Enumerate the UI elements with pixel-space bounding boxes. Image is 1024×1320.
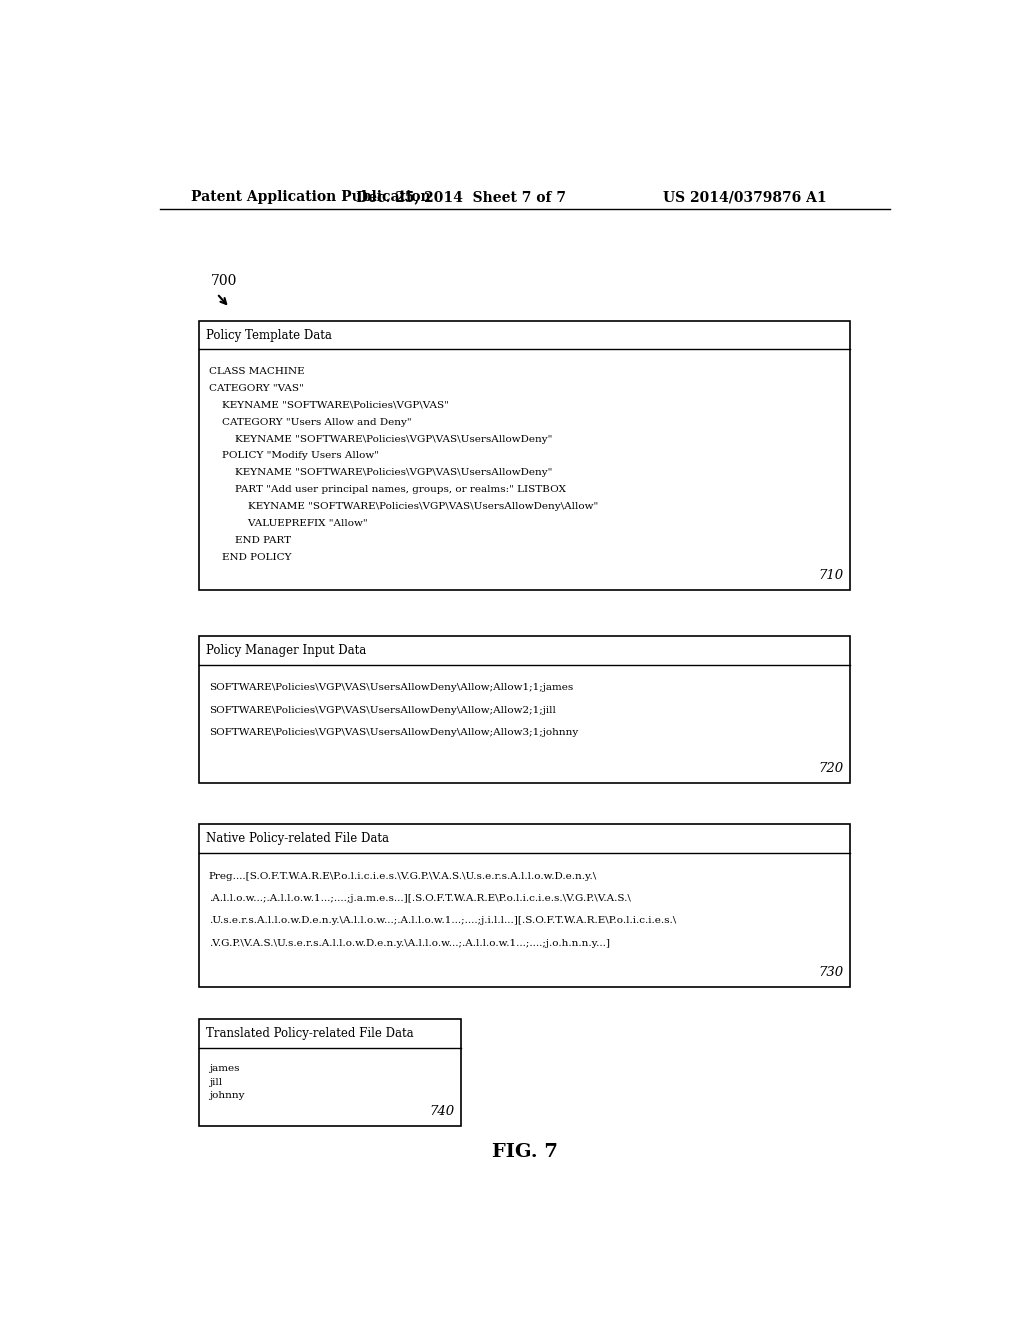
Text: .V.G.P.\V.A.S.\U.s.e.r.s.A.l.l.o.w.D.e.n.y.\A.l.l.o.w...;.A.l.l.o.w.1...;....;j.: .V.G.P.\V.A.S.\U.s.e.r.s.A.l.l.o.w.D.e.n… [209,939,610,948]
Text: END PART: END PART [209,536,291,545]
Text: 700: 700 [211,275,238,289]
Text: 730: 730 [819,966,844,978]
Text: james: james [209,1064,240,1073]
Text: KEYNAME "SOFTWARE\Policies\VGP\VAS\UsersAllowDeny": KEYNAME "SOFTWARE\Policies\VGP\VAS\Users… [209,434,552,444]
Text: 720: 720 [819,763,844,775]
Text: Policy Manager Input Data: Policy Manager Input Data [206,644,366,657]
Text: SOFTWARE\Policies\VGP\VAS\UsersAllowDeny\Allow;Allow2;1;jill: SOFTWARE\Policies\VGP\VAS\UsersAllowDeny… [209,706,556,715]
Text: Preg....[S.O.F.T.W.A.R.E\P.o.l.i.c.i.e.s.\V.G.P.\V.A.S.\U.s.e.r.s.A.l.l.o.w.D.e.: Preg....[S.O.F.T.W.A.R.E\P.o.l.i.c.i.e.s… [209,871,597,880]
Text: SOFTWARE\Policies\VGP\VAS\UsersAllowDeny\Allow;Allow3;1;johnny: SOFTWARE\Policies\VGP\VAS\UsersAllowDeny… [209,729,579,737]
Text: US 2014/0379876 A1: US 2014/0379876 A1 [663,190,826,205]
Text: .U.s.e.r.s.A.l.l.o.w.D.e.n.y.\A.l.l.o.w...;.A.l.l.o.w.1...;....;j.i.l.l...][.S.O: .U.s.e.r.s.A.l.l.o.w.D.e.n.y.\A.l.l.o.w.… [209,916,676,925]
Bar [200,321,850,590]
Text: .A.l.l.o.w...;.A.l.l.o.w.1...;....;j.a.m.e.s...][.S.O.F.T.W.A.R.E\P.o.l.i.c.i.e.: .A.l.l.o.w...;.A.l.l.o.w.1...;....;j.a.m… [209,894,631,903]
Text: VALUEPREFIX "Allow": VALUEPREFIX "Allow" [209,519,368,528]
Text: jill: jill [209,1077,222,1086]
Text: Translated Policy-related File Data: Translated Policy-related File Data [206,1027,414,1040]
Bar [200,636,850,784]
Text: SOFTWARE\Policies\VGP\VAS\UsersAllowDeny\Allow;Allow1;1;james: SOFTWARE\Policies\VGP\VAS\UsersAllowDeny… [209,684,573,693]
Text: FIG. 7: FIG. 7 [492,1143,558,1162]
Text: johnny: johnny [209,1092,245,1100]
Text: Policy Template Data: Policy Template Data [206,329,332,342]
Text: POLICY "Modify Users Allow": POLICY "Modify Users Allow" [209,451,379,461]
Text: 710: 710 [819,569,844,582]
Bar [200,1019,462,1126]
Text: END POLICY: END POLICY [209,553,292,562]
Text: CLASS MACHINE: CLASS MACHINE [209,367,304,376]
Text: KEYNAME "SOFTWARE\Policies\VGP\VAS\UsersAllowDeny": KEYNAME "SOFTWARE\Policies\VGP\VAS\Users… [209,469,552,478]
Text: KEYNAME "SOFTWARE\Policies\VGP\VAS": KEYNAME "SOFTWARE\Policies\VGP\VAS" [209,401,449,409]
Text: Dec. 25, 2014  Sheet 7 of 7: Dec. 25, 2014 Sheet 7 of 7 [356,190,566,205]
Text: Patent Application Publication: Patent Application Publication [191,190,431,205]
Text: PART "Add user principal names, groups, or realms:" LISTBOX: PART "Add user principal names, groups, … [209,486,566,495]
Text: Native Policy-related File Data: Native Policy-related File Data [206,832,389,845]
Bar [200,824,850,987]
Text: KEYNAME "SOFTWARE\Policies\VGP\VAS\UsersAllowDeny\Allow": KEYNAME "SOFTWARE\Policies\VGP\VAS\Users… [209,503,598,511]
Text: 740: 740 [430,1105,455,1118]
Text: CATEGORY "VAS": CATEGORY "VAS" [209,384,304,393]
Text: CATEGORY "Users Allow and Deny": CATEGORY "Users Allow and Deny" [209,417,412,426]
